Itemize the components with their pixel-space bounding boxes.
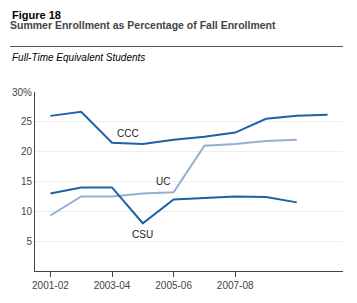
- svg-text:10: 10: [21, 206, 33, 217]
- svg-text:20: 20: [21, 146, 33, 157]
- svg-text:2003-04: 2003-04: [94, 280, 131, 291]
- svg-text:30%: 30%: [12, 87, 32, 98]
- svg-text:2007-08: 2007-08: [217, 280, 254, 291]
- svg-text:Figure 18: Figure 18: [12, 9, 61, 21]
- svg-text:CSU: CSU: [132, 229, 153, 240]
- svg-text:2001-02: 2001-02: [32, 280, 69, 291]
- svg-text:CCC: CCC: [117, 128, 139, 139]
- svg-text:Summer Enrollment as Percentag: Summer Enrollment as Percentage of Fall …: [10, 19, 276, 31]
- svg-text:5: 5: [26, 236, 32, 247]
- svg-text:UC: UC: [156, 176, 170, 187]
- svg-text:2005-06: 2005-06: [155, 280, 192, 291]
- svg-text:25: 25: [21, 116, 33, 127]
- svg-text:Full-Time Equivalent Students: Full-Time Equivalent Students: [12, 52, 145, 63]
- svg-text:15: 15: [21, 176, 33, 187]
